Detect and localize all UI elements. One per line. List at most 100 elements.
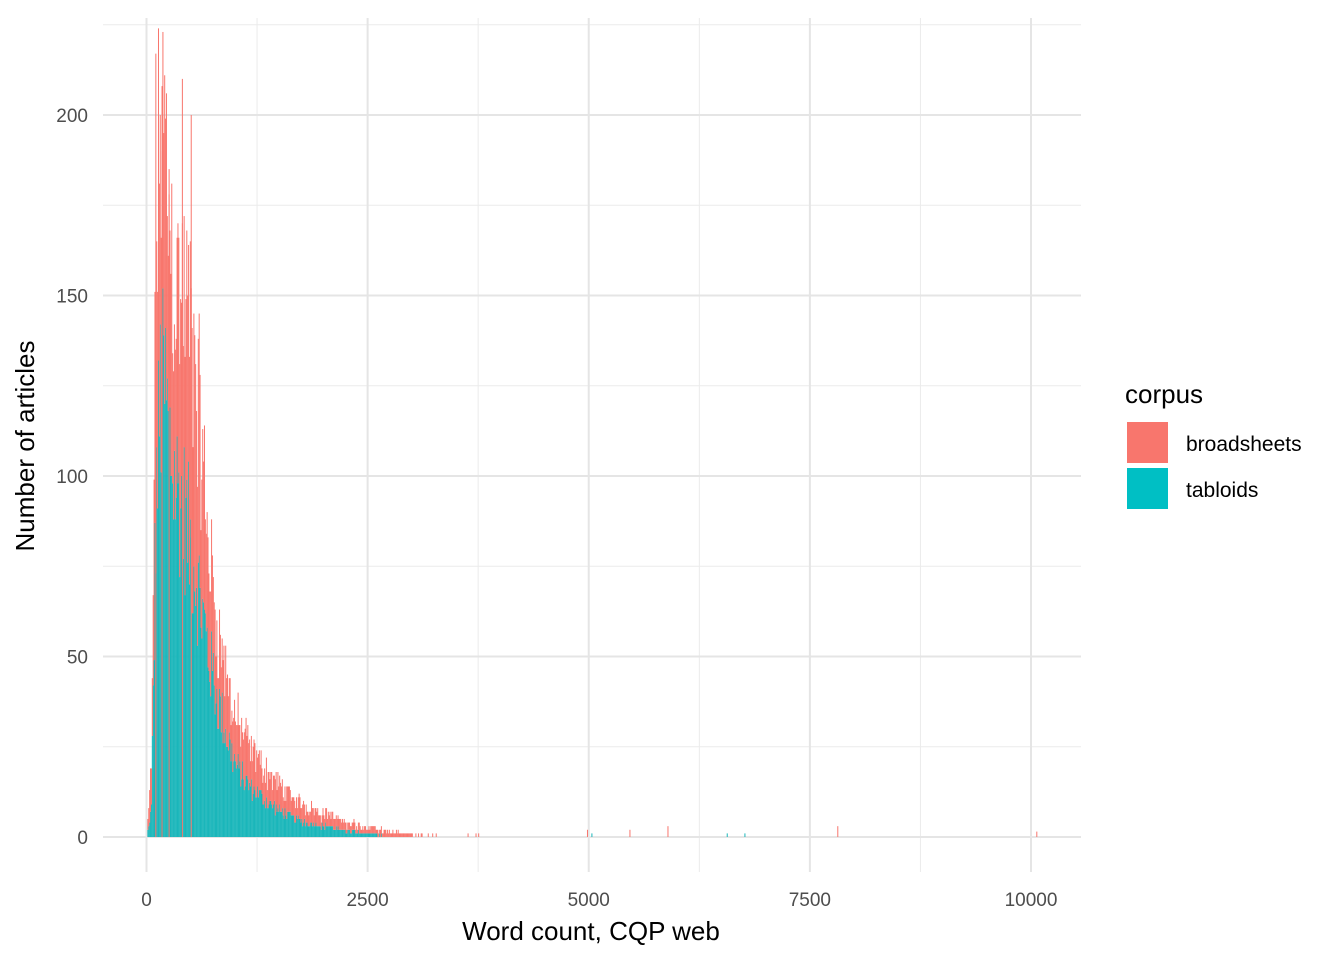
tabloids-bar [211, 631, 213, 837]
broadsheets-bar [162, 31, 164, 289]
broadsheets-bar [160, 237, 162, 473]
broadsheets-bar [332, 811, 334, 827]
broadsheets-bar [181, 78, 183, 837]
broadsheets-bar [334, 818, 336, 830]
tabloids-bar [234, 753, 236, 837]
broadsheets-bar [327, 811, 329, 827]
tabloids-bar [198, 555, 200, 837]
tabloids-bar [210, 696, 212, 837]
tabloids-bar [173, 519, 175, 837]
broadsheets-bar [367, 829, 369, 834]
tabloids-bar [332, 826, 334, 837]
tabloids-bar [232, 772, 234, 837]
broadsheets-bar [379, 829, 381, 834]
tabloids-bar [281, 808, 283, 837]
broadsheets-bar [156, 241, 158, 448]
tabloids-bar [333, 829, 335, 837]
tabloids-bar [207, 667, 209, 837]
broadsheets-bar [165, 118, 167, 328]
broadsheets-bar [226, 678, 228, 747]
tabloids-bar [187, 562, 189, 837]
tabloids-bar [192, 613, 194, 837]
broadsheets-bar [409, 833, 411, 837]
tabloids-bar [294, 822, 296, 837]
tabloids-bar [240, 786, 242, 837]
tabloids-bar [289, 811, 291, 837]
broadsheets-bar [298, 793, 300, 819]
tabloids-bar [304, 826, 306, 837]
broadsheets-bar [184, 356, 186, 596]
tabloids-bar [150, 804, 152, 837]
broadsheets-bar [357, 822, 359, 830]
tabloids-bar [277, 808, 279, 837]
broadsheets-bar [407, 833, 409, 837]
broadsheets-bar [195, 364, 197, 606]
tabloids-bar [234, 761, 236, 837]
broadsheets-bar [322, 808, 324, 827]
broadsheets-bar [269, 779, 271, 801]
tabloids-bar [372, 833, 374, 837]
grid-major [103, 18, 1081, 872]
broadsheets-bar [183, 216, 185, 448]
tabloids-bar [242, 761, 244, 837]
tabloids-bar [197, 562, 199, 837]
tabloids-bar [286, 818, 288, 837]
broadsheets-bar [256, 750, 258, 798]
broadsheets-bar [217, 678, 219, 729]
tabloids-bar [180, 476, 182, 837]
tabloids-bar [354, 829, 356, 837]
tabloids-bar [279, 804, 281, 837]
tabloids-bar [362, 833, 364, 837]
broadsheets-bar [182, 346, 184, 560]
broadsheets-bar [239, 725, 241, 762]
tabloids-bar [320, 829, 322, 837]
broadsheets-bar [242, 732, 244, 762]
legend-title: corpus [1125, 379, 1203, 409]
tabloids-bar [215, 703, 217, 837]
broadsheets-bar [251, 761, 253, 801]
tabloids-bar [154, 522, 156, 837]
tabloids-bar [226, 746, 228, 837]
broadsheets-bar [339, 818, 341, 830]
tabloids-bar [352, 829, 354, 837]
tabloids-bar [329, 826, 331, 837]
broadsheets-bar [185, 299, 187, 498]
broadsheets-bar [246, 735, 248, 776]
broadsheets-bar [169, 230, 171, 408]
tabloids-bar [326, 826, 328, 837]
tabloids-bar [288, 811, 290, 837]
broadsheets-bar [405, 833, 407, 837]
tabloids-bar [150, 811, 152, 837]
broadsheets-bar [276, 790, 278, 812]
broadsheets-bar [309, 811, 311, 827]
tabloids-bar [339, 829, 341, 837]
tabloids-bar [360, 833, 362, 837]
broadsheets-bar [277, 772, 279, 809]
broadsheets-bar [418, 833, 420, 837]
tabloids-bar [273, 800, 275, 837]
tabloids-bar [214, 714, 216, 837]
broadsheets-bar [247, 725, 249, 780]
tabloids-bar [276, 811, 278, 837]
tabloids-bar [591, 833, 593, 837]
broadsheets-bar [218, 678, 220, 729]
broadsheets-bar [292, 797, 294, 816]
tabloids-bar [357, 833, 359, 837]
broadsheets-bar [427, 833, 429, 837]
broadsheets-bar [346, 829, 348, 834]
broadsheets-bar [200, 530, 202, 628]
broadsheets-bar [250, 735, 252, 780]
broadsheets-bar [243, 732, 245, 791]
broadsheets-bar [392, 829, 394, 837]
tabloids-bar [217, 728, 219, 837]
broadsheets-bar [350, 826, 352, 834]
legend-swatch-tabloids [1127, 468, 1168, 509]
tabloids-bar [157, 508, 159, 837]
broadsheets-bar [224, 696, 226, 744]
tabloids-bar [228, 732, 230, 837]
tabloids-bar [295, 822, 297, 837]
legend-swatch-broadsheets [1127, 422, 1168, 463]
broadsheets-bar [337, 815, 339, 827]
tabloids-bar [257, 786, 259, 837]
tabloids-bar [218, 728, 220, 837]
